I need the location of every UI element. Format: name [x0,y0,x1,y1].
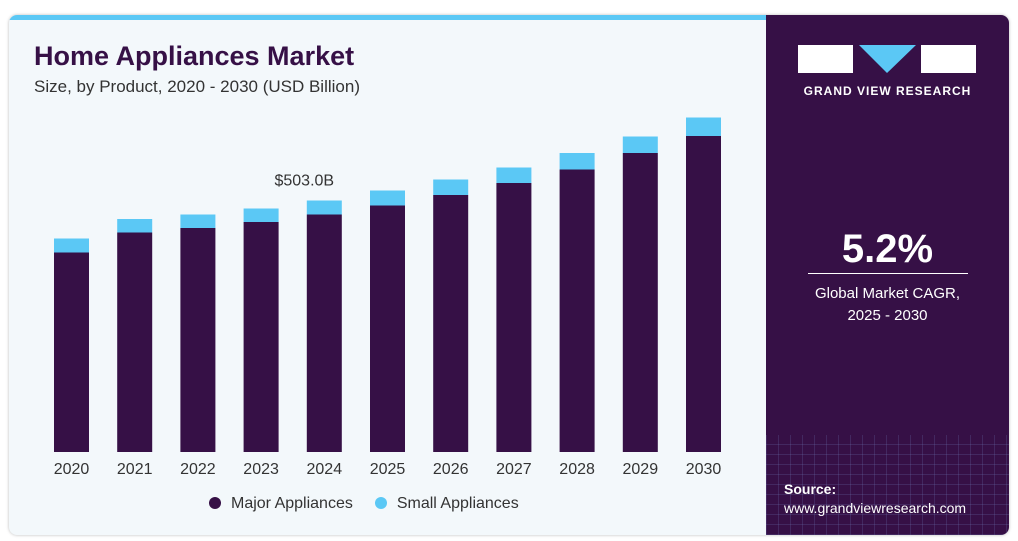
side-panel: GRAND VIEW RESEARCH 5.2% Global Market C… [766,15,1009,535]
accent-bar [9,15,766,20]
x-tick-label: 2021 [117,461,153,478]
x-tick-label: 2030 [686,461,722,478]
chart-subtitle: Size, by Product, 2020 - 2030 (USD Billi… [34,77,360,96]
bar-major-2020 [54,252,89,452]
bar-major-2022 [180,228,216,452]
source-link[interactable]: www.grandviewresearch.com [784,500,967,516]
bar-small-2028 [559,153,595,170]
bar-major-2028 [559,169,595,452]
x-tick-label: 2029 [623,461,659,478]
x-tick-label: 2025 [370,461,406,478]
cagr-label: Global Market CAGR, 2025 - 2030 [814,285,961,324]
bar-small-2029 [622,136,658,153]
bar-major-2021 [117,232,153,452]
bar-small-2020 [54,238,89,253]
bar-small-2025 [370,190,405,206]
bar-small-2021 [117,219,153,233]
cagr-value: 5.2% [841,227,934,271]
bar-major-2027 [496,183,532,452]
brand-name: GRAND VIEW RESEARCH [803,84,972,98]
legend-major: Major Appliances [209,495,353,513]
gvr-logo [798,45,976,73]
source: Source: www.grandviewresearch.com [784,481,967,516]
bar-small-2022 [180,214,216,228]
bar-major-2030 [686,136,721,452]
x-tick-label: 2024 [307,461,343,478]
x-tick-label: 2027 [496,461,532,478]
x-tick-label: 2028 [559,461,595,478]
chart-card: Home Appliances Market Size, by Product,… [9,15,1009,535]
legend: Major Appliances Small Appliances [209,495,519,513]
bar-small-2024 [306,200,342,215]
x-tick-label: 2023 [243,461,279,478]
legend-small: Small Appliances [374,495,519,513]
grid-decoration [766,435,1009,535]
bar-small-2026 [433,179,469,195]
bar-major-2023 [243,222,279,452]
bar-major-2024 [306,214,342,452]
bar-small-2030 [686,117,721,136]
divider [808,273,968,274]
bar-small-2027 [496,167,532,183]
bar-plot: 2020 2021 2022 2023 2024 $503.0B 2025 2026 2027 2… [54,117,722,478]
bar-major-2026 [433,195,469,452]
chart-title: Home Appliances Market [34,41,355,71]
bar-small-2023 [243,208,279,222]
x-tick-label: 2022 [180,461,216,478]
x-tick-label: 2026 [433,461,469,478]
bar-major-2029 [622,153,658,452]
bar-major-2025 [370,205,405,452]
x-tick-label: 2020 [54,461,90,478]
data-label: $503.0B [274,173,334,190]
